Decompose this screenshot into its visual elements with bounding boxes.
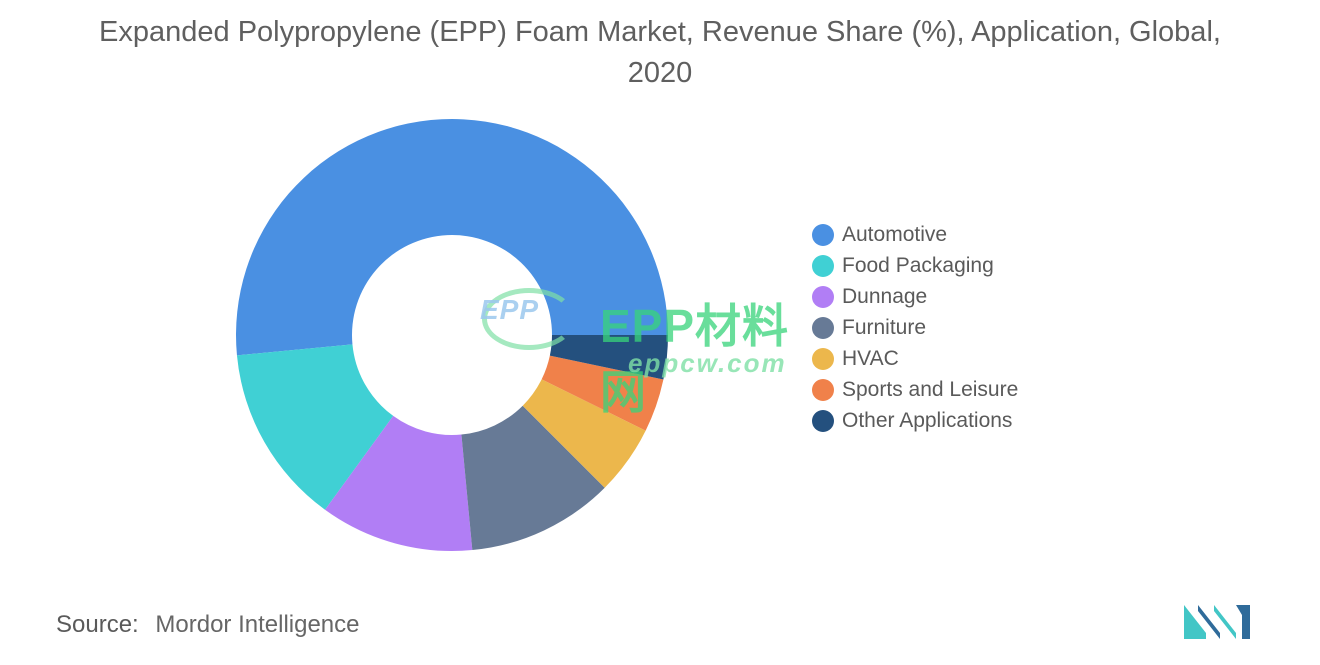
legend-item-furniture: Furniture [812, 312, 1018, 343]
legend-item-hvac: HVAC [812, 343, 1018, 374]
legend-swatch [812, 254, 834, 277]
legend-label: HVAC [842, 346, 899, 370]
legend-item-sports-and-leisure: Sports and Leisure [812, 374, 1018, 405]
watermark-cloud-text: EPP [480, 294, 540, 325]
watermark-main-text: EPP材料网 [600, 300, 790, 418]
legend-swatch [812, 285, 834, 308]
donut-slice-other-applications [549, 335, 668, 380]
watermark: EPP EPP材料网 eppcw.com [480, 288, 820, 418]
donut-slice-food-packaging [236, 344, 394, 510]
legend-swatch [812, 223, 834, 246]
legend-item-dunnage: Dunnage [812, 281, 1018, 312]
legend-label: Automotive [842, 222, 948, 246]
legend-label: Sports and Leisure [842, 377, 1019, 401]
legend-label: Other Applications [842, 408, 1013, 432]
legend-label: Furniture [842, 315, 927, 339]
legend-item-automotive: Automotive [812, 219, 1018, 250]
watermark-ring-icon [482, 288, 576, 350]
source-note: Source: Mordor Intelligence [56, 611, 360, 639]
legend-label: Dunnage [842, 284, 928, 308]
donut-slice-sports-and-leisure [541, 355, 664, 431]
legend-item-other-applications: Other Applications [812, 405, 1018, 436]
mordor-intelligence-logo-icon [1184, 605, 1250, 639]
legend-label: Food Packaging [842, 253, 994, 277]
chart-legend: Automotive Food Packaging Dunnage Furniture… [812, 219, 1018, 436]
legend-swatch [812, 347, 834, 370]
donut-slice-dunnage [325, 415, 473, 551]
donut-slice-hvac [522, 379, 646, 488]
legend-swatch [812, 316, 834, 339]
legend-swatch [812, 409, 834, 432]
watermark-url-text: eppcw.com [628, 348, 787, 378]
legend-swatch [812, 378, 834, 401]
source-label: Source: [56, 611, 139, 638]
source-value: Mordor Intelligence [155, 611, 360, 638]
donut-slice-furniture [461, 405, 605, 551]
legend-item-food-packaging: Food Packaging [812, 250, 1018, 281]
chart-title: Expanded Polypropylene (EPP) Foam Market… [99, 16, 1221, 89]
